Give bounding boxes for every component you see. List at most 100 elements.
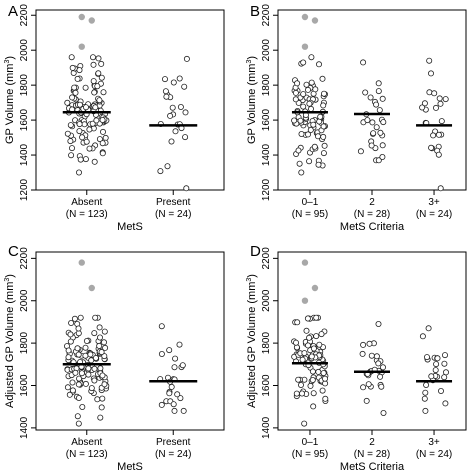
- data-point: [158, 401, 165, 408]
- data-point: [92, 354, 99, 361]
- panel-B: B 1200 1400 1600 1800 2000 2200 GP Volume (mm3)…: [246, 3, 467, 233]
- data-point: [295, 376, 302, 383]
- y-tick-label: 2000: [261, 289, 272, 312]
- data-point: [100, 128, 107, 135]
- x-axis-label: MetS Criteria: [340, 221, 405, 233]
- x-tick-label: 0–1: [302, 437, 319, 448]
- data-point: [298, 169, 305, 176]
- y-tick-label: 1200: [19, 178, 30, 201]
- data-point: [69, 387, 76, 394]
- data-point: [432, 104, 439, 111]
- data-point: [426, 57, 433, 64]
- data-point: [375, 360, 382, 367]
- data-point: [320, 133, 327, 140]
- data-point: [428, 144, 435, 151]
- data-point: [67, 122, 74, 129]
- data-point: [379, 95, 386, 102]
- data-point: [176, 75, 183, 82]
- data-point: [99, 150, 106, 157]
- y-tick-label: 2200: [261, 4, 272, 27]
- group-n-label: (N = 24): [416, 209, 452, 220]
- y-tick-label: 1600: [261, 109, 272, 132]
- data-point: [183, 55, 190, 62]
- data-point: [181, 83, 188, 90]
- data-point: [419, 104, 426, 111]
- data-point: [96, 97, 103, 104]
- data-point: [75, 394, 82, 401]
- data-point: [321, 375, 328, 382]
- data-point: [309, 376, 316, 383]
- data-point: [91, 89, 98, 96]
- data-point: [168, 138, 175, 145]
- y-tick-label: 2200: [261, 247, 272, 270]
- data-point: [75, 420, 82, 427]
- y-tick-label: 1200: [261, 178, 272, 201]
- outlier-point: [311, 284, 319, 292]
- data-point: [379, 142, 386, 149]
- data-point: [313, 314, 320, 321]
- data-point: [437, 185, 444, 192]
- outlier-point: [78, 259, 85, 266]
- data-point: [179, 362, 186, 369]
- data-point: [436, 95, 443, 102]
- group-n-label: (N = 95): [292, 449, 328, 460]
- x-tick-label: 0–1: [302, 197, 319, 208]
- data-point: [91, 330, 98, 337]
- data-point: [375, 157, 382, 164]
- data-point: [304, 342, 311, 349]
- data-point: [98, 74, 105, 81]
- data-point: [64, 130, 71, 137]
- data-point: [101, 328, 108, 335]
- data-point: [82, 344, 89, 351]
- data-point: [363, 397, 370, 404]
- data-point: [425, 325, 432, 332]
- data-point: [97, 414, 104, 421]
- data-point: [442, 96, 449, 103]
- x-axis-label: MetS: [117, 461, 143, 470]
- y-tick-label: 1600: [19, 374, 30, 397]
- data-point: [79, 403, 86, 410]
- data-point: [299, 356, 306, 363]
- data-point: [434, 355, 441, 362]
- data-point: [96, 324, 103, 331]
- data-point: [314, 133, 321, 140]
- y-tick-label: 2200: [19, 4, 30, 27]
- data-point: [67, 338, 74, 345]
- x-tick-label: 3+: [428, 437, 440, 448]
- x-tick-label: Present: [156, 197, 191, 208]
- data-point: [69, 145, 76, 152]
- data-point: [300, 59, 307, 66]
- data-point: [91, 158, 98, 165]
- data-point: [99, 395, 106, 402]
- data-point: [362, 89, 369, 96]
- panel-letter: A: [8, 3, 18, 20]
- data-point: [304, 315, 311, 322]
- data-point: [74, 75, 81, 82]
- x-tick-label: 2: [369, 437, 375, 448]
- outlier-point: [311, 17, 319, 24]
- data-point: [373, 124, 380, 131]
- data-point: [98, 349, 105, 356]
- data-point: [431, 90, 438, 97]
- data-point: [95, 55, 102, 62]
- data-point: [96, 342, 103, 349]
- data-point: [308, 353, 315, 360]
- data-point: [379, 153, 386, 160]
- data-point: [162, 88, 169, 95]
- data-point: [68, 152, 75, 159]
- data-point: [96, 136, 103, 143]
- y-tick-label: 1800: [19, 332, 30, 355]
- data-point: [423, 354, 430, 361]
- data-point: [422, 407, 429, 414]
- data-point: [377, 373, 384, 380]
- data-point: [375, 88, 382, 95]
- data-point: [171, 407, 178, 414]
- data-point: [359, 350, 366, 357]
- data-point: [99, 117, 106, 124]
- data-point: [76, 128, 83, 135]
- data-point: [380, 119, 387, 126]
- data-point: [183, 185, 190, 192]
- plot-frame: [35, 251, 225, 431]
- data-point: [68, 54, 75, 61]
- data-point: [71, 84, 78, 91]
